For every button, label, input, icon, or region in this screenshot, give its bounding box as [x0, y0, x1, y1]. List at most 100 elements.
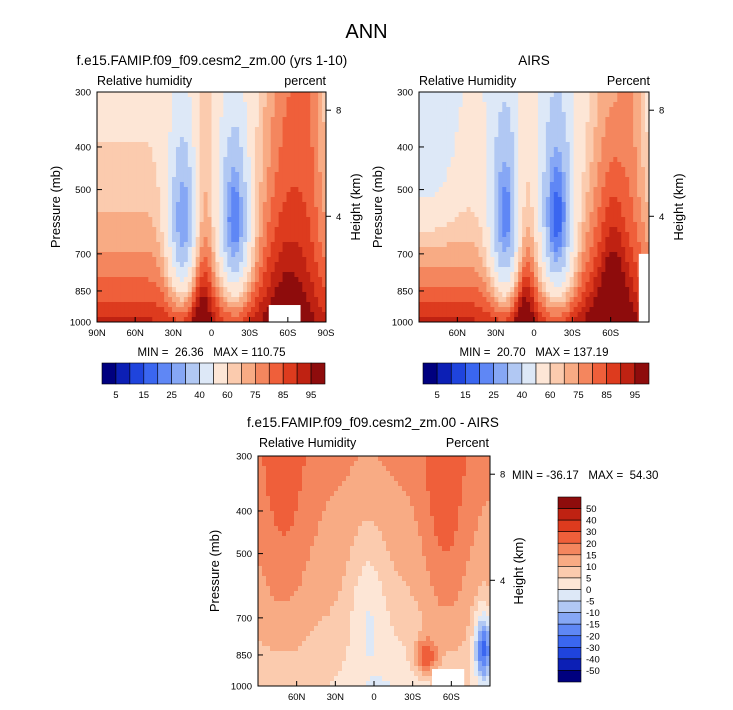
- field-cell: [621, 157, 626, 163]
- field-cell: [235, 292, 240, 298]
- field-cell: [506, 277, 511, 283]
- field-cell: [219, 127, 224, 133]
- field-cell: [120, 217, 126, 223]
- field-cell: [152, 227, 157, 233]
- field-cell: [426, 262, 432, 268]
- field-cell: [108, 262, 114, 268]
- field-cell: [617, 137, 622, 143]
- field-cell: [573, 127, 579, 133]
- field-cell: [227, 312, 232, 318]
- field-cell: [302, 307, 307, 313]
- field-cell: [282, 132, 288, 138]
- field-cell: [478, 227, 483, 233]
- field-cell: [168, 122, 173, 128]
- field-cell: [458, 242, 464, 248]
- field-cell: [577, 142, 583, 148]
- field-cell: [494, 112, 499, 118]
- field-cell: [502, 117, 507, 123]
- field-cell: [294, 282, 299, 288]
- field-cell: [191, 192, 197, 198]
- field-cell: [585, 152, 591, 158]
- field-cell: [498, 267, 503, 273]
- field-cell: [179, 282, 185, 288]
- field-cell: [187, 252, 193, 258]
- field-cell: [314, 212, 319, 218]
- field-cell: [593, 227, 598, 233]
- field-cell: [235, 197, 240, 203]
- field-cell: [490, 207, 495, 213]
- field-cell: [569, 127, 575, 133]
- field-cell: [314, 167, 319, 173]
- field-cell: [243, 197, 248, 203]
- field-cell: [569, 172, 575, 178]
- field-cell: [422, 212, 428, 218]
- field-cell: [601, 277, 606, 283]
- field-cell: [168, 167, 173, 173]
- field-cell: [231, 132, 236, 138]
- field-cell: [191, 202, 197, 208]
- field-cell: [306, 92, 311, 98]
- field-cell: [585, 192, 591, 198]
- field-cell: [506, 232, 511, 238]
- field-cell: [270, 217, 276, 223]
- field-cell: [128, 192, 134, 198]
- field-cell: [549, 202, 555, 208]
- field-cell: [278, 217, 284, 223]
- field-cell: [219, 302, 224, 308]
- field-cell: [422, 172, 428, 178]
- field-cell: [207, 152, 212, 158]
- field-cell: [494, 282, 499, 288]
- field-cell: [112, 127, 118, 133]
- field-cell: [569, 277, 575, 283]
- field-cell: [254, 167, 260, 173]
- field-cell: [597, 192, 602, 198]
- field-cell: [422, 157, 428, 163]
- field-cell: [215, 182, 220, 188]
- field-cell: [152, 122, 157, 128]
- field-cell: [502, 137, 507, 143]
- field-cell: [430, 177, 436, 183]
- field-cell: [211, 237, 216, 243]
- field-cell: [235, 122, 240, 128]
- field-cell: [223, 227, 228, 233]
- field-cell: [175, 172, 181, 178]
- field-cell: [541, 227, 547, 233]
- field-cell: [203, 292, 209, 298]
- field-cell: [490, 167, 495, 173]
- field-cell: [183, 312, 189, 318]
- field-cell: [621, 167, 626, 173]
- field-cell: [104, 97, 110, 103]
- field-cell: [318, 117, 323, 123]
- field-cell: [613, 252, 618, 258]
- field-cell: [250, 122, 256, 128]
- field-cell: [243, 272, 248, 278]
- field-cell: [148, 107, 153, 113]
- field-cell: [458, 162, 464, 168]
- field-cell: [183, 132, 189, 138]
- field-cell: [243, 152, 248, 158]
- field-cell: [645, 157, 650, 163]
- field-cell: [215, 257, 220, 263]
- field-cell: [183, 277, 189, 283]
- field-cell: [175, 262, 181, 268]
- field-cell: [160, 242, 165, 248]
- field-cell: [254, 157, 260, 163]
- field-cell: [160, 112, 165, 118]
- field-cell: [557, 267, 563, 273]
- field-cell: [506, 272, 511, 278]
- field-cell: [502, 252, 507, 258]
- field-cell: [140, 237, 145, 243]
- field-cell: [310, 317, 315, 323]
- field-cell: [573, 157, 579, 163]
- field-cell: [310, 242, 315, 248]
- field-cell: [530, 277, 535, 283]
- field-cell: [172, 237, 177, 243]
- field-cell: [314, 202, 319, 208]
- field-cell: [219, 317, 224, 323]
- field-cell: [494, 232, 499, 238]
- field-cell: [573, 227, 579, 233]
- field-cell: [168, 317, 173, 323]
- field-cell: [446, 172, 452, 178]
- field-cell: [104, 222, 110, 228]
- field-cell: [175, 122, 181, 128]
